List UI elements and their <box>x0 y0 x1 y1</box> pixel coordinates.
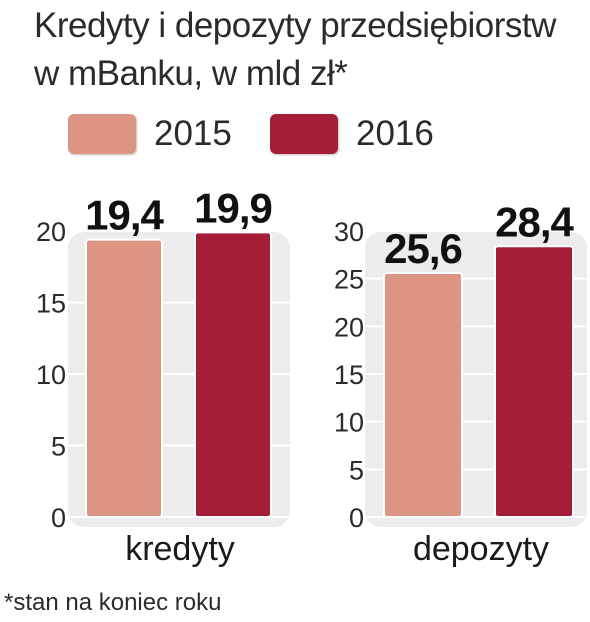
y-tick-label-depozyty-0: 0 <box>349 503 364 533</box>
chart-title: Kredyty i depozyty przedsiębiorstw w mBa… <box>34 2 586 98</box>
category-label-kredyty: kredyty <box>125 530 235 568</box>
y-tick-label-kredyty-10: 10 <box>36 360 66 390</box>
legend-swatch-2016 <box>270 114 338 154</box>
bar-kredyty-2016 <box>194 231 272 518</box>
y-tick-label-depozyty-20: 20 <box>334 312 364 342</box>
bar-depozyty-2016 <box>494 245 574 518</box>
y-tick-label-depozyty-15: 15 <box>334 360 364 390</box>
data-label-kredyty-2015: 19,4 <box>85 192 164 239</box>
chart-title-line-2: w mBanku, w mld zł* <box>34 54 348 93</box>
y-tick-label-kredyty-0: 0 <box>51 503 66 533</box>
y-tick-label-depozyty-30: 30 <box>334 217 364 247</box>
bar-kredyty-2015 <box>85 238 163 519</box>
category-label-depozyty: depozyty <box>413 530 549 568</box>
chart-title-line-1: Kredyty i depozyty przedsiębiorstw <box>34 6 556 45</box>
legend-label-2015: 2015 <box>154 114 232 153</box>
data-label-kredyty-2016: 19,9 <box>194 184 272 231</box>
data-label-depozyty-2016: 28,4 <box>495 198 574 245</box>
footnote: *stan na koniec roku <box>4 589 222 616</box>
data-label-depozyty-2015: 25,6 <box>384 225 462 272</box>
y-tick-label-depozyty-10: 10 <box>334 408 364 438</box>
y-tick-label-kredyty-20: 20 <box>36 217 66 247</box>
bar-depozyty-2015 <box>383 271 463 518</box>
legend-label-2016: 2016 <box>356 114 434 153</box>
legend-swatch-2015 <box>68 114 136 154</box>
y-tick-label-kredyty-5: 5 <box>51 432 66 462</box>
y-tick-label-depozyty-25: 25 <box>334 265 364 295</box>
y-tick-label-depozyty-5: 5 <box>349 455 364 485</box>
y-tick-label-kredyty-15: 15 <box>36 289 66 319</box>
